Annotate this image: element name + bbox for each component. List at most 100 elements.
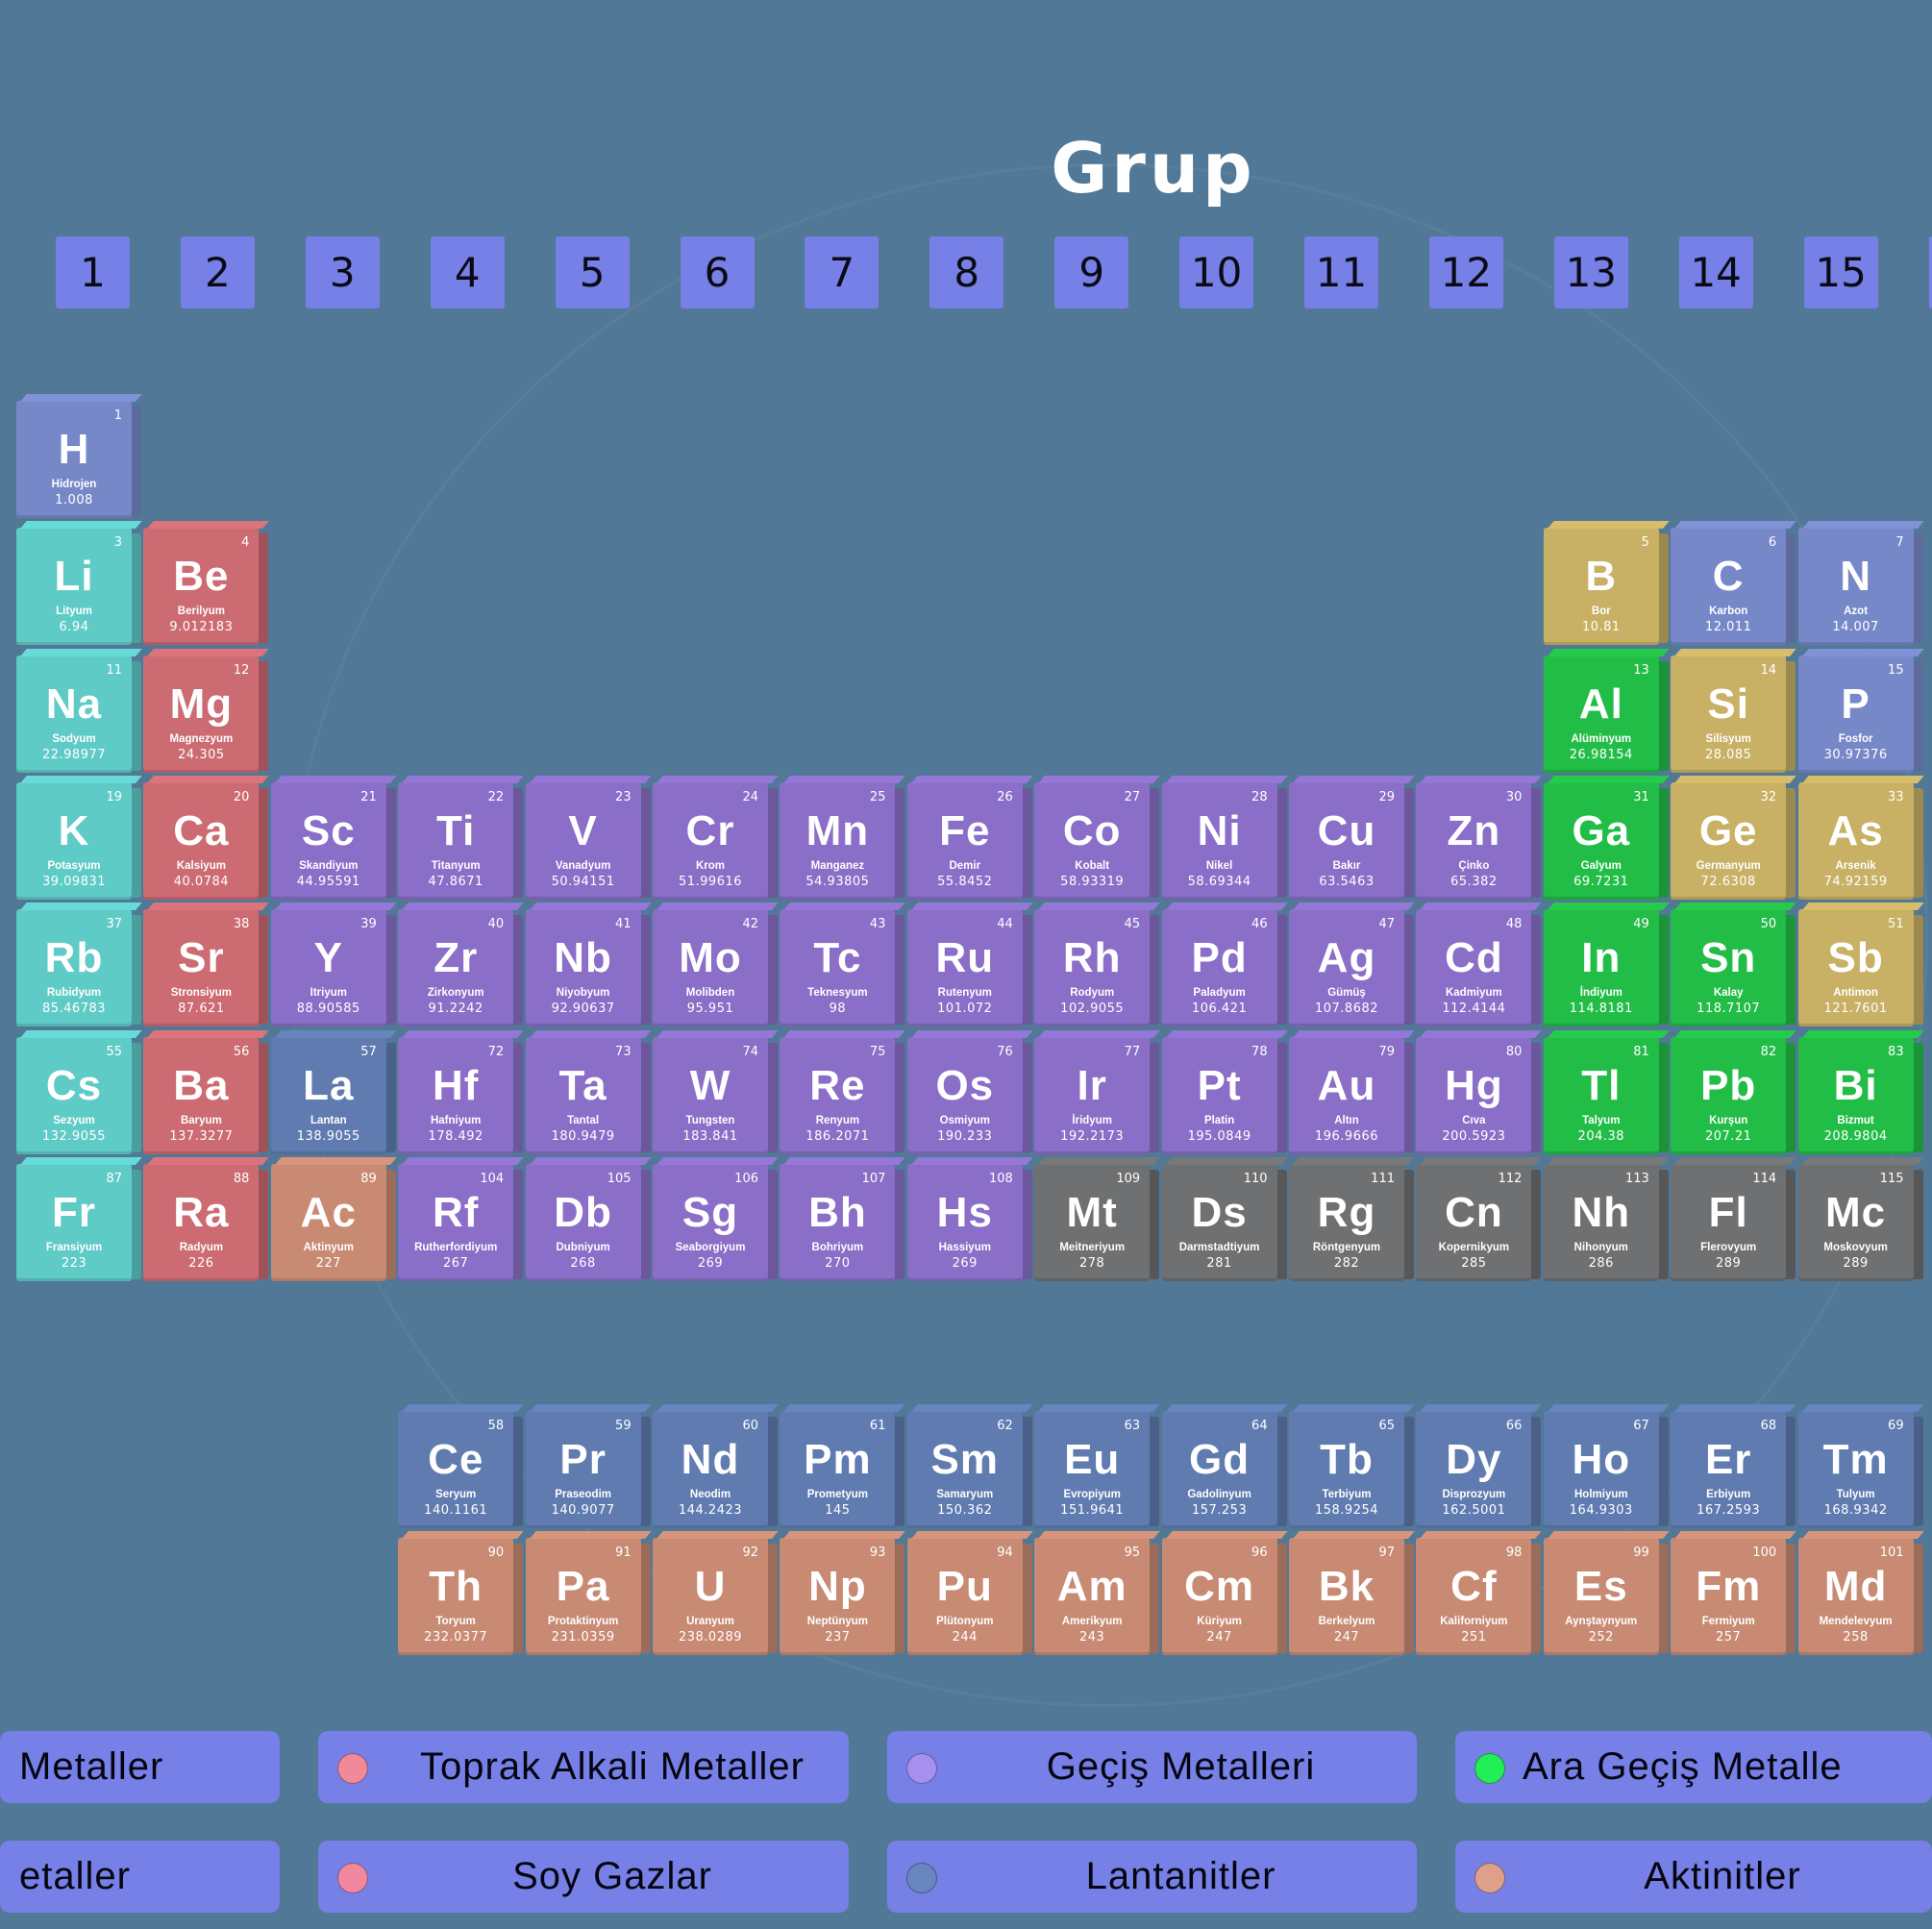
element-tile-pa[interactable]: 91 Pa Protaktinyum 231.0359 <box>525 1538 641 1655</box>
group-button-11[interactable]: 11 <box>1304 236 1378 309</box>
element-tile-fe[interactable]: 26 Fe Demir 55.8452 <box>906 781 1023 900</box>
element-tile-au[interactable]: 79 Au Altın 196.9666 <box>1289 1036 1404 1154</box>
element-tile-cd[interactable]: 48 Cd Kadmiyum 112.4144 <box>1416 909 1532 1027</box>
element-tile-ba[interactable]: 56 Ba Baryum 137.3277 <box>143 1036 260 1154</box>
group-button-8[interactable]: 8 <box>929 236 1004 309</box>
element-tile-tm[interactable]: 69 Tm Tulyum 168.9342 <box>1797 1411 1914 1528</box>
element-tile-ag[interactable]: 47 Ag Gümüş 107.8682 <box>1289 909 1404 1027</box>
element-tile-pu[interactable]: 94 Pu Plütonyum 244 <box>906 1538 1023 1655</box>
element-tile-os[interactable]: 76 Os Osmiyum 190.233 <box>906 1036 1023 1154</box>
element-tile-tc[interactable]: 43 Tc Teknesyum 98 <box>780 909 896 1027</box>
element-tile-md[interactable]: 101 Md Mendelevyum 258 <box>1797 1538 1914 1655</box>
element-tile-gd[interactable]: 64 Gd Gadolinyum 157.253 <box>1161 1411 1277 1528</box>
element-tile-tb[interactable]: 65 Tb Terbiyum 158.9254 <box>1289 1411 1404 1528</box>
element-tile-ir[interactable]: 77 Ir İridyum 192.2173 <box>1034 1036 1151 1154</box>
element-tile-pd[interactable]: 46 Pd Paladyum 106.421 <box>1161 909 1277 1027</box>
element-tile-th[interactable]: 90 Th Toryum 232.0377 <box>398 1538 514 1655</box>
group-button-13[interactable]: 13 <box>1553 236 1628 309</box>
element-tile-nb[interactable]: 41 Nb Niyobyum 92.90637 <box>525 909 641 1027</box>
legend-item[interactable]: Aktinitler <box>1455 1841 1932 1913</box>
element-tile-ti[interactable]: 22 Ti Titanyum 47.8671 <box>398 781 514 900</box>
element-tile-as[interactable]: 33 As Arsenik 74.92159 <box>1797 781 1914 900</box>
element-tile-cn[interactable]: 112 Cn Kopernikyum 285 <box>1416 1163 1532 1281</box>
element-tile-mg[interactable]: 12 Mg Magnezyum 24.305 <box>143 655 260 773</box>
element-tile-n[interactable]: 7 N Azot 14.007 <box>1797 528 1914 646</box>
group-button-4[interactable]: 4 <box>430 236 505 309</box>
group-button-3[interactable]: 3 <box>305 236 380 309</box>
element-tile-u[interactable]: 92 U Uranyum 238.0289 <box>653 1538 768 1655</box>
legend-item[interactable]: Soy Gazlar <box>318 1841 849 1913</box>
element-tile-pr[interactable]: 59 Pr Praseodim 140.9077 <box>525 1411 641 1528</box>
element-tile-ca[interactable]: 20 Ca Kalsiyum 40.0784 <box>143 781 260 900</box>
element-tile-k[interactable]: 19 K Potasyum 39.09831 <box>16 781 132 900</box>
group-button-6[interactable]: 6 <box>680 236 755 309</box>
element-tile-ce[interactable]: 58 Ce Seryum 140.1161 <box>398 1411 514 1528</box>
legend-item[interactable]: Geçiş Metalleri <box>887 1731 1417 1803</box>
element-tile-mo[interactable]: 42 Mo Molibden 95.951 <box>653 909 768 1027</box>
element-tile-na[interactable]: 11 Na Sodyum 22.98977 <box>16 655 132 773</box>
element-tile-sr[interactable]: 38 Sr Stronsiyum 87.621 <box>143 909 260 1027</box>
element-tile-fr[interactable]: 87 Fr Fransiyum 223 <box>16 1163 132 1281</box>
element-tile-w[interactable]: 74 W Tungsten 183.841 <box>653 1036 768 1154</box>
group-button-5[interactable]: 5 <box>555 236 630 309</box>
element-tile-fl[interactable]: 114 Fl Flerovyum 289 <box>1671 1163 1787 1281</box>
element-tile-ge[interactable]: 32 Ge Germanyum 72.6308 <box>1671 781 1787 900</box>
legend-item[interactable]: Metaller <box>0 1731 280 1803</box>
element-tile-tl[interactable]: 81 Tl Talyum 204.38 <box>1543 1036 1659 1154</box>
element-tile-np[interactable]: 93 Np Neptünyum 237 <box>780 1538 896 1655</box>
group-button-2[interactable]: 2 <box>180 236 255 309</box>
element-tile-ra[interactable]: 88 Ra Radyum 226 <box>143 1163 260 1281</box>
element-tile-co[interactable]: 27 Co Kobalt 58.93319 <box>1034 781 1151 900</box>
element-tile-zn[interactable]: 30 Zn Çinko 65.382 <box>1416 781 1532 900</box>
element-tile-mt[interactable]: 109 Mt Meitneriyum 278 <box>1034 1163 1151 1281</box>
group-button-1[interactable]: 1 <box>56 236 130 309</box>
element-tile-pm[interactable]: 61 Pm Prometyum 145 <box>780 1411 896 1528</box>
element-tile-eu[interactable]: 63 Eu Evropiyum 151.9641 <box>1034 1411 1151 1528</box>
element-tile-ac[interactable]: 89 Ac Aktinyum 227 <box>270 1163 386 1281</box>
element-tile-ho[interactable]: 67 Ho Holmiyum 164.9303 <box>1543 1411 1659 1528</box>
element-tile-re[interactable]: 75 Re Renyum 186.2071 <box>780 1036 896 1154</box>
element-tile-h[interactable]: 1 H Hidrojen 1.008 <box>16 401 132 518</box>
element-tile-b[interactable]: 5 B Bor 10.81 <box>1543 528 1659 646</box>
element-tile-hf[interactable]: 72 Hf Hafniyum 178.492 <box>398 1036 514 1154</box>
element-tile-rf[interactable]: 104 Rf Rutherfordiyum 267 <box>398 1163 514 1281</box>
element-tile-nd[interactable]: 60 Nd Neodim 144.2423 <box>653 1411 768 1528</box>
element-tile-li[interactable]: 3 Li Lityum 6.94 <box>16 528 132 646</box>
element-tile-bh[interactable]: 107 Bh Bohriyum 270 <box>780 1163 896 1281</box>
group-button-16[interactable] <box>1928 236 1932 309</box>
element-tile-cf[interactable]: 98 Cf Kaliforniyum 251 <box>1416 1538 1532 1655</box>
legend-item[interactable]: etaller <box>0 1841 280 1913</box>
element-tile-pb[interactable]: 82 Pb Kurşun 207.21 <box>1671 1036 1787 1154</box>
element-tile-rb[interactable]: 37 Rb Rubidyum 85.46783 <box>16 909 132 1027</box>
group-button-15[interactable]: 15 <box>1803 236 1878 309</box>
element-tile-mc[interactable]: 115 Mc Moskovyum 289 <box>1797 1163 1914 1281</box>
element-tile-sb[interactable]: 51 Sb Antimon 121.7601 <box>1797 909 1914 1027</box>
group-button-10[interactable]: 10 <box>1179 236 1254 309</box>
element-tile-nh[interactable]: 113 Nh Nihonyum 286 <box>1543 1163 1659 1281</box>
element-tile-la[interactable]: 57 La Lantan 138.9055 <box>270 1036 386 1154</box>
legend-item[interactable]: Lantanitler <box>887 1841 1417 1913</box>
element-tile-ga[interactable]: 31 Ga Galyum 69.7231 <box>1543 781 1659 900</box>
element-tile-db[interactable]: 105 Db Dubniyum 268 <box>525 1163 641 1281</box>
group-button-9[interactable]: 9 <box>1054 236 1129 309</box>
element-tile-sm[interactable]: 62 Sm Samaryum 150.362 <box>906 1411 1023 1528</box>
element-tile-fm[interactable]: 100 Fm Fermiyum 257 <box>1671 1538 1787 1655</box>
element-tile-sn[interactable]: 50 Sn Kalay 118.7107 <box>1671 909 1787 1027</box>
element-tile-ru[interactable]: 44 Ru Rutenyum 101.072 <box>906 909 1023 1027</box>
element-tile-bi[interactable]: 83 Bi Bizmut 208.9804 <box>1797 1036 1914 1154</box>
element-tile-ta[interactable]: 73 Ta Tantal 180.9479 <box>525 1036 641 1154</box>
group-button-7[interactable]: 7 <box>805 236 879 309</box>
element-tile-zr[interactable]: 40 Zr Zirkonyum 91.2242 <box>398 909 514 1027</box>
group-button-12[interactable]: 12 <box>1428 236 1503 309</box>
element-tile-dy[interactable]: 66 Dy Disprozyum 162.5001 <box>1416 1411 1532 1528</box>
element-tile-rh[interactable]: 45 Rh Rodyum 102.9055 <box>1034 909 1151 1027</box>
element-tile-bk[interactable]: 97 Bk Berkelyum 247 <box>1289 1538 1404 1655</box>
element-tile-am[interactable]: 95 Am Amerikyum 243 <box>1034 1538 1151 1655</box>
element-tile-pt[interactable]: 78 Pt Platin 195.0849 <box>1161 1036 1277 1154</box>
element-tile-al[interactable]: 13 Al Alüminyum 26.98154 <box>1543 655 1659 773</box>
element-tile-be[interactable]: 4 Be Berilyum 9.012183 <box>143 528 260 646</box>
element-tile-rg[interactable]: 111 Rg Röntgenyum 282 <box>1289 1163 1404 1281</box>
element-tile-si[interactable]: 14 Si Silisyum 28.085 <box>1671 655 1787 773</box>
element-tile-cr[interactable]: 24 Cr Krom 51.99616 <box>653 781 768 900</box>
group-button-14[interactable]: 14 <box>1678 236 1753 309</box>
